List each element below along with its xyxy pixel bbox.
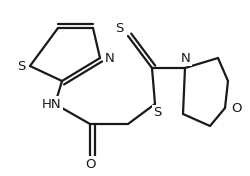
Text: O: O [85, 158, 95, 171]
Text: O: O [232, 102, 242, 115]
Text: N: N [181, 52, 191, 64]
Text: S: S [115, 21, 123, 34]
Text: S: S [17, 59, 25, 73]
Text: N: N [105, 52, 115, 64]
Text: HN: HN [42, 98, 62, 111]
Text: S: S [153, 106, 161, 120]
